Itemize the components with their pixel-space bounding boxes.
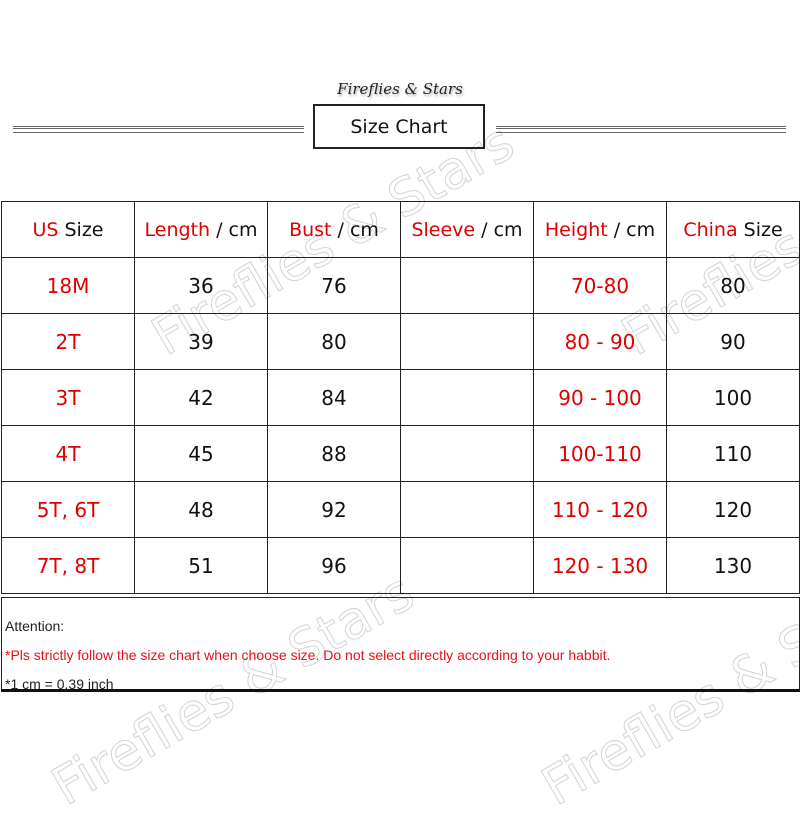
table-cell: 45: [134, 425, 268, 482]
table-cell: 48: [134, 481, 268, 538]
table-row: 4T 45 88 100-110 110: [1, 425, 800, 482]
table-cell: 42: [134, 369, 268, 426]
divider: [13, 126, 304, 133]
notes-conversion: *1 cm = 0.39 inch: [5, 676, 114, 692]
table-row: 18M 36 76 70-80 80: [1, 257, 800, 314]
table-cell: 5T, 6T: [1, 481, 135, 538]
table-cell: [400, 257, 534, 314]
header-cell: Sleeve / cm: [400, 201, 534, 258]
table-cell: 92: [267, 481, 401, 538]
table-cell: 110 - 120: [533, 481, 667, 538]
brand-logo: Fireflies & Stars: [337, 80, 463, 98]
table-cell: 90: [666, 313, 800, 370]
table-cell: 76: [267, 257, 401, 314]
table-cell: 88: [267, 425, 401, 482]
table-cell: [400, 425, 534, 482]
table-cell: 120 - 130: [533, 537, 667, 594]
table-header: US Size Length / cm Bust / cm Sleeve / c…: [1, 201, 800, 258]
header-cell: US Size: [1, 201, 135, 258]
table-row: 5T, 6T 48 92 110 - 120 120: [1, 481, 800, 538]
table-cell: [400, 369, 534, 426]
table-cell: 80: [267, 313, 401, 370]
notes-box: Attention: *Pls strictly follow the size…: [1, 597, 800, 692]
header-cell: Length / cm: [134, 201, 268, 258]
divider: [496, 126, 786, 133]
header-cell: Bust / cm: [267, 201, 401, 258]
table-cell: 80: [666, 257, 800, 314]
table-cell: 130: [666, 537, 800, 594]
table-cell: 120: [666, 481, 800, 538]
table-cell: [400, 481, 534, 538]
table-row: 2T 39 80 80 - 90 90: [1, 313, 800, 370]
table-cell: 100: [666, 369, 800, 426]
table-cell: 39: [134, 313, 268, 370]
table-cell: 18M: [1, 257, 135, 314]
notes-warning: *Pls strictly follow the size chart when…: [5, 647, 611, 663]
table-cell: 84: [267, 369, 401, 426]
table-cell: [400, 313, 534, 370]
page-title: Size Chart: [313, 104, 485, 149]
header-cell: Height / cm: [533, 201, 667, 258]
table-cell: 70-80: [533, 257, 667, 314]
table-row: 7T, 8T 51 96 120 - 130 130: [1, 537, 800, 594]
table-cell: 90 - 100: [533, 369, 667, 426]
table-cell: [400, 537, 534, 594]
table-cell: 110: [666, 425, 800, 482]
table-cell: 36: [134, 257, 268, 314]
table-cell: 2T: [1, 313, 135, 370]
header-cell: China Size: [666, 201, 800, 258]
size-table: US Size Length / cm Bust / cm Sleeve / c…: [1, 201, 800, 594]
table-row: 3T 42 84 90 - 100 100: [1, 369, 800, 426]
table-cell: 7T, 8T: [1, 537, 135, 594]
table-cell: 100-110: [533, 425, 667, 482]
table-cell: 4T: [1, 425, 135, 482]
table-cell: 51: [134, 537, 268, 594]
notes-heading: Attention:: [5, 618, 65, 634]
table-cell: 80 - 90: [533, 313, 667, 370]
table-cell: 3T: [1, 369, 135, 426]
table-cell: 96: [267, 537, 401, 594]
